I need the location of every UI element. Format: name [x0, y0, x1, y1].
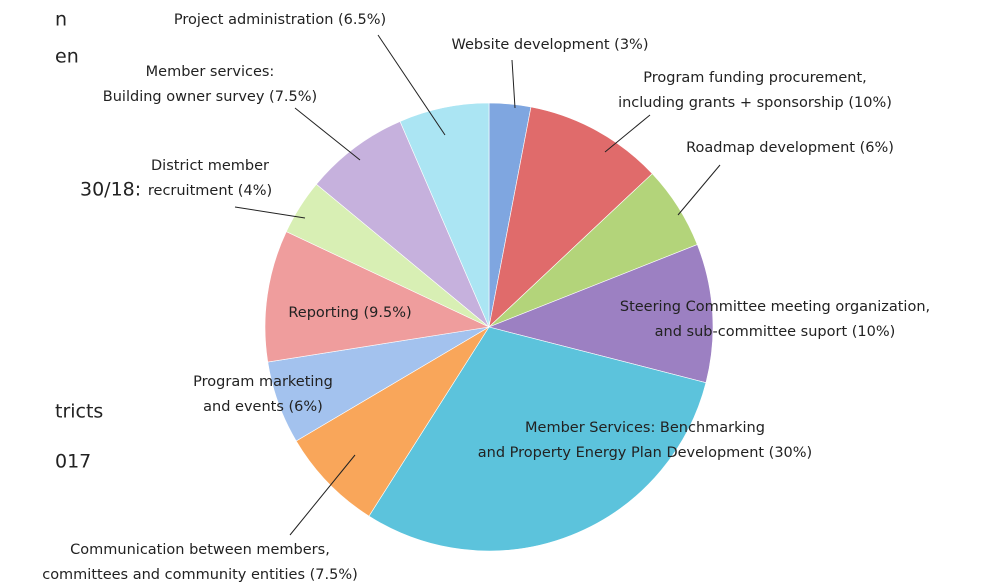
leader-line — [604, 114, 651, 153]
slice-label: recruitment (4%) — [148, 183, 272, 199]
pie-slice — [315, 121, 490, 328]
slice-label: Member Services: Benchmarking — [525, 420, 765, 436]
leader-line — [677, 164, 721, 216]
slice-label: Project administration (6.5%) — [174, 12, 386, 28]
slice-label: and Property Energy Plan Development (30… — [478, 445, 812, 461]
slice-label: Roadmap development (6%) — [686, 140, 894, 156]
slice-label: including grants + sponsorship (10%) — [618, 95, 892, 111]
side-text: 30/18: — [80, 179, 141, 201]
pie-slice — [264, 231, 491, 363]
slice-label: Program funding procurement, — [643, 70, 866, 86]
slice-label: Building owner survey (7.5%) — [103, 89, 317, 105]
slice-label: Program marketing — [193, 374, 333, 390]
slice-label: Communication between members, — [70, 542, 330, 558]
leader-line — [289, 454, 356, 536]
slice-label: Steering Committee meeting organization, — [620, 299, 930, 315]
leader-line — [377, 34, 446, 136]
slice-label: committees and community entities (7.5%) — [42, 567, 358, 583]
slice-label: Member services: — [146, 64, 275, 80]
leader-line — [511, 59, 516, 109]
side-text: en — [55, 46, 79, 68]
pie-slice — [399, 102, 490, 328]
pie-slice — [488, 106, 653, 328]
slice-label: and sub-committee suport (10%) — [655, 324, 896, 340]
slice-label: Website development (3%) — [452, 37, 649, 53]
side-text: tricts — [55, 401, 103, 423]
leader-line — [294, 107, 361, 161]
side-text: 017 — [55, 451, 91, 473]
side-text: n — [55, 9, 67, 31]
slice-label: District member — [151, 158, 269, 174]
leader-line — [234, 206, 306, 219]
slice-label: and events (6%) — [203, 399, 323, 415]
pie-slice — [368, 326, 707, 552]
pie-slice — [488, 244, 714, 384]
pie-slice — [295, 326, 490, 517]
slice-label: Reporting (9.5%) — [288, 305, 411, 321]
